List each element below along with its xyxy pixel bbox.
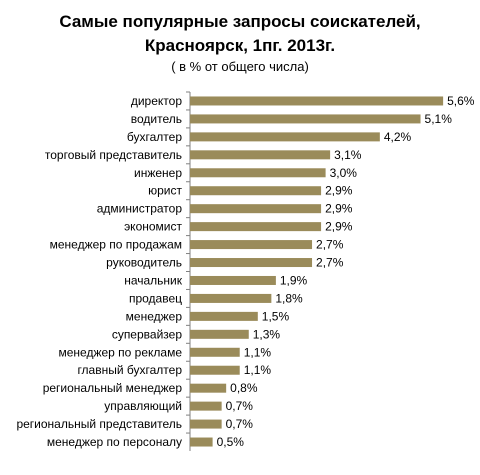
category-label: менеджер по рекламе	[58, 345, 182, 359]
bar	[190, 293, 272, 303]
category-label: главный бухгалтер	[77, 363, 182, 377]
category-label: водитель	[131, 112, 182, 126]
data-label: 2,7%	[316, 256, 344, 270]
category-label: директор	[131, 94, 182, 108]
data-label: 2,7%	[316, 238, 344, 252]
data-label: 3,1%	[334, 148, 362, 162]
data-label: 5,1%	[425, 112, 453, 126]
category-label: менеджер по персоналу	[47, 435, 182, 449]
bar	[190, 222, 322, 232]
bar	[190, 114, 421, 124]
data-label: 1,9%	[280, 273, 308, 287]
category-label: супервайзер	[112, 327, 183, 341]
chart-title: Самые популярные запросы соискателей, Кр…	[0, 10, 480, 58]
chart-title-line-1: Самые популярные запросы соискателей,	[59, 12, 421, 31]
bar	[190, 132, 380, 142]
data-label: 2,9%	[325, 184, 353, 198]
bar	[190, 186, 322, 196]
category-label: менеджер	[126, 309, 183, 323]
category-label: экономист	[124, 220, 182, 234]
category-label: торговый представитель	[45, 148, 182, 162]
bar	[190, 168, 326, 178]
bar	[190, 401, 222, 411]
bar	[190, 347, 240, 357]
bar	[190, 204, 322, 214]
category-label: юрист	[148, 184, 182, 198]
data-label: 5,6%	[447, 94, 475, 108]
data-label: 3,0%	[330, 166, 358, 180]
category-label: продавец	[129, 291, 182, 305]
bar	[190, 329, 249, 339]
category-label: управляющий	[104, 399, 182, 413]
data-label: 0,5%	[217, 435, 245, 449]
data-label: 2,9%	[325, 202, 353, 216]
data-label: 1,5%	[262, 309, 290, 323]
bar	[190, 96, 444, 106]
bar	[190, 275, 276, 285]
data-label: 1,3%	[253, 327, 281, 341]
bar	[190, 437, 213, 447]
data-label: 0,7%	[226, 417, 254, 431]
category-label: бухгалтер	[127, 130, 182, 144]
data-label: 4,2%	[384, 130, 412, 144]
data-label: 2,9%	[325, 220, 353, 234]
data-label: 0,8%	[230, 381, 258, 395]
category-label: руководитель	[106, 256, 182, 270]
bar	[190, 383, 227, 393]
bar	[190, 258, 313, 268]
bar	[190, 150, 331, 160]
chart-subtitle: ( в % от общего числа)	[171, 59, 309, 74]
category-label: инженер	[134, 166, 182, 180]
data-label: 1,1%	[244, 345, 272, 359]
bar	[190, 240, 313, 250]
chart-title-line-2: Красноярск, 1пг. 2013г.	[144, 36, 336, 55]
data-label: 0,7%	[226, 399, 254, 413]
category-label: начальник	[124, 273, 183, 287]
bar	[190, 311, 258, 321]
category-label: администратор	[97, 202, 183, 216]
data-label: 1,1%	[244, 363, 272, 377]
data-label: 1,8%	[275, 291, 303, 305]
category-label: региональный менеджер	[43, 381, 183, 395]
bar	[190, 419, 222, 429]
bars-group: директор 5,6% водитель 5,1% бухгалтер 4,2% тор…	[16, 91, 475, 449]
category-label: региональный представитель	[16, 417, 182, 431]
bar	[190, 365, 240, 375]
category-label: менеджер по продажам	[50, 238, 182, 252]
